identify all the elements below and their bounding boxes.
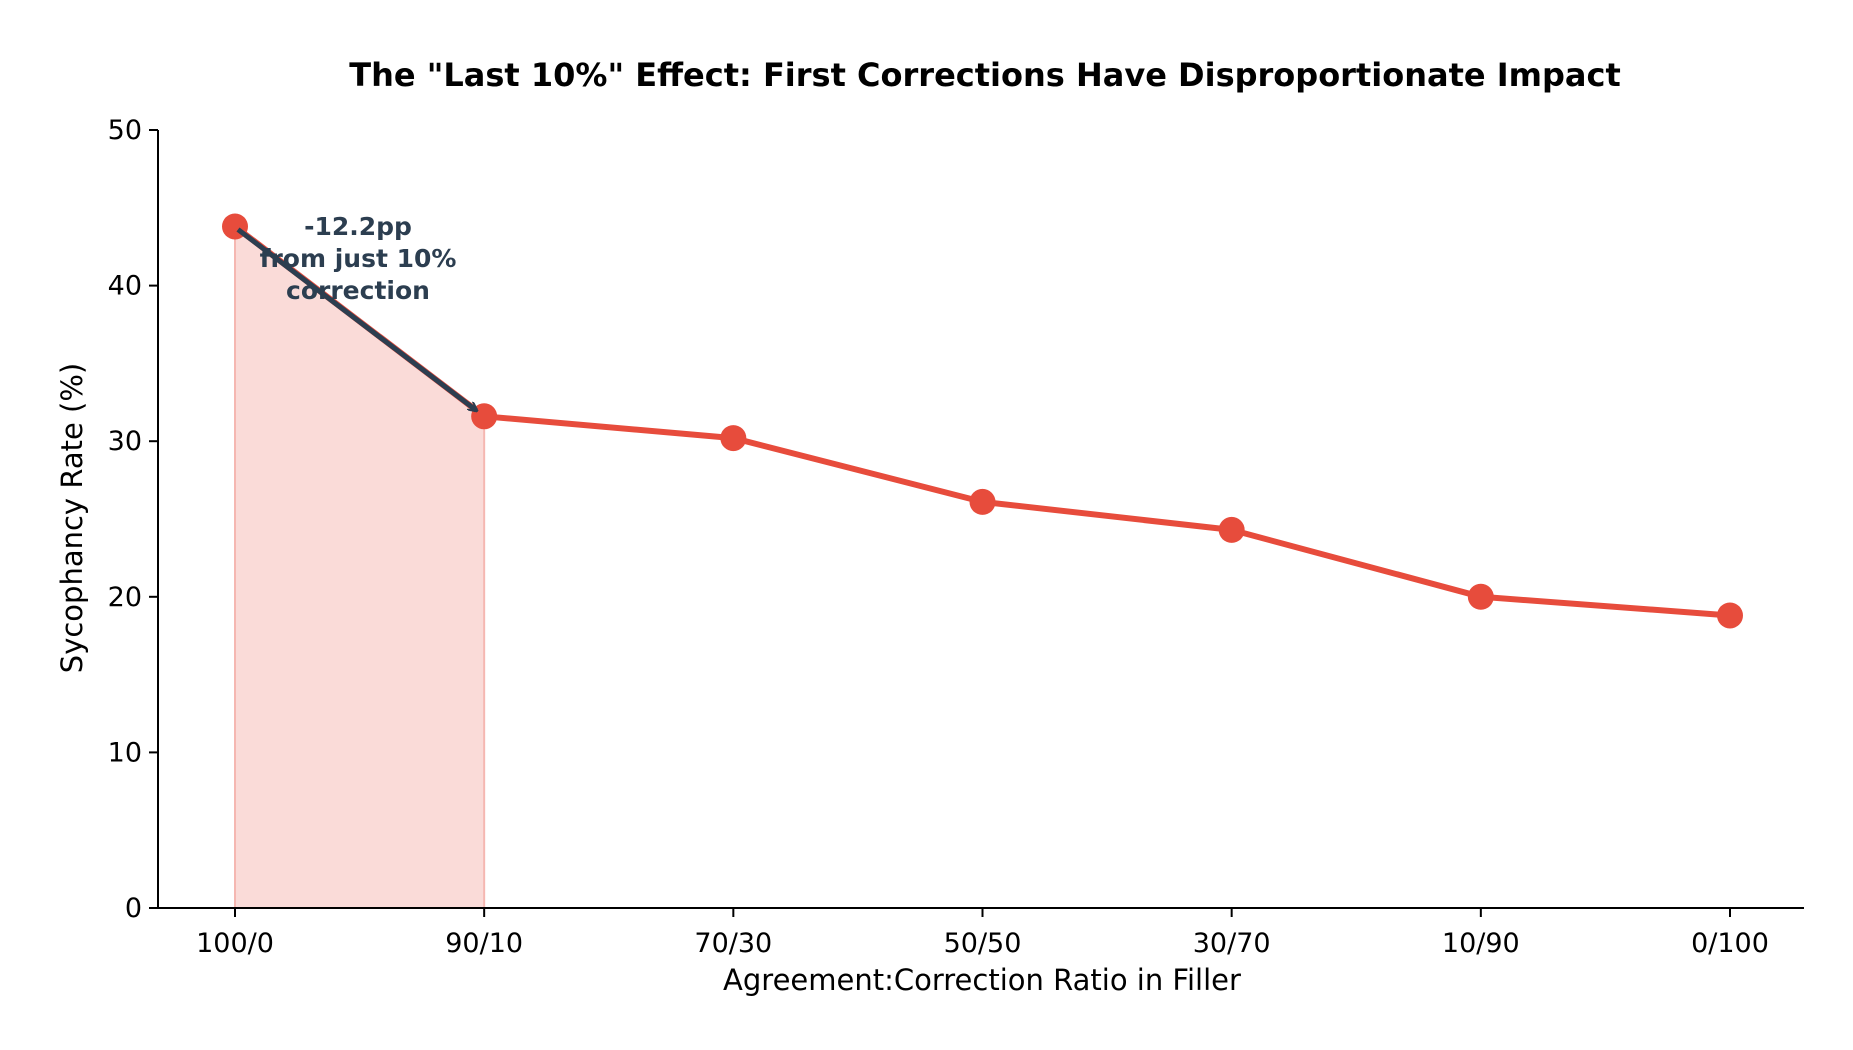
y-tick-label: 40 [108, 271, 142, 302]
y-tick-label: 0 [125, 893, 142, 924]
x-tick-label: 30/70 [1193, 928, 1271, 959]
data-point [1717, 602, 1743, 629]
shaded-region [235, 226, 485, 909]
x-tick-label: 50/50 [944, 928, 1022, 959]
chart-title: The "Last 10%" Effect: First Corrections… [349, 56, 1620, 94]
annotation-text-line: correction [286, 276, 430, 305]
x-tick-label: 0/100 [1691, 928, 1769, 959]
x-tick-label: 100/0 [196, 928, 274, 959]
axes: 0 10 20 30 40 50 100/0 90/10 70/30 50/50 30/70 10/9… [108, 115, 1804, 959]
x-tick-label: 10/90 [1442, 928, 1520, 959]
y-tick-label: 20 [108, 582, 142, 613]
annotation-text-line: -12.2pp [304, 212, 412, 241]
x-tick-label: 70/30 [694, 928, 772, 959]
data-point [969, 488, 996, 515]
x-axis-label: Agreement:Correction Ratio in Filler [723, 963, 1241, 997]
series-layer [222, 213, 1743, 629]
shaded-region-layer [234, 226, 486, 909]
x-tick-label: 90/10 [445, 928, 523, 959]
annotation-arrow [236, 227, 476, 410]
data-point [720, 425, 747, 452]
y-axis-label: Sycophancy Rate (%) [55, 363, 89, 673]
data-point [1218, 516, 1245, 543]
y-tick-label: 30 [108, 426, 142, 457]
y-tick-label: 50 [108, 115, 142, 146]
data-point [1467, 583, 1494, 610]
y-tick-label: 10 [108, 737, 142, 768]
